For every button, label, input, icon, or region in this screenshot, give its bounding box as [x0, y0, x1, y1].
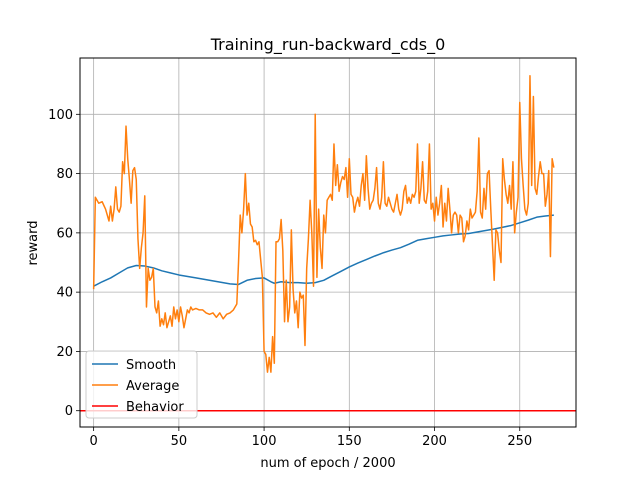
y-tick-label: 20: [56, 345, 73, 360]
y-tick-label: 80: [56, 167, 73, 182]
legend-label-behavior: Behavior: [126, 400, 184, 415]
legend-label-smooth: Smooth: [126, 358, 176, 373]
x-axis-label: num of epoch / 2000: [260, 456, 395, 471]
legend-box: [85, 350, 198, 419]
y-tick-label: 40: [56, 286, 73, 301]
x-tick-label: 200: [422, 434, 447, 449]
x-tick-label: 0: [89, 434, 97, 449]
chart-title: Training_run-backward_cds_0: [210, 35, 446, 55]
legend-label-average: Average: [126, 379, 179, 394]
series-line-smooth: [93, 214, 554, 287]
plot-frame: [79, 57, 577, 428]
x-tick-label: 50: [171, 434, 188, 449]
series-line-average: [92, 75, 555, 373]
y-tick-label: 100: [48, 108, 73, 123]
x-tick-label: 100: [252, 434, 277, 449]
x-tick-label: 250: [507, 434, 532, 449]
legend: Smooth Average Behavior: [85, 350, 198, 419]
axis-ticks: 0 50 100 150 200 250 0 20 40 60 80 100: [48, 108, 532, 449]
x-tick-label: 150: [337, 434, 362, 449]
y-tick-label: 0: [65, 404, 73, 419]
y-axis-label: reward: [26, 220, 41, 265]
y-tick-label: 60: [56, 226, 73, 241]
